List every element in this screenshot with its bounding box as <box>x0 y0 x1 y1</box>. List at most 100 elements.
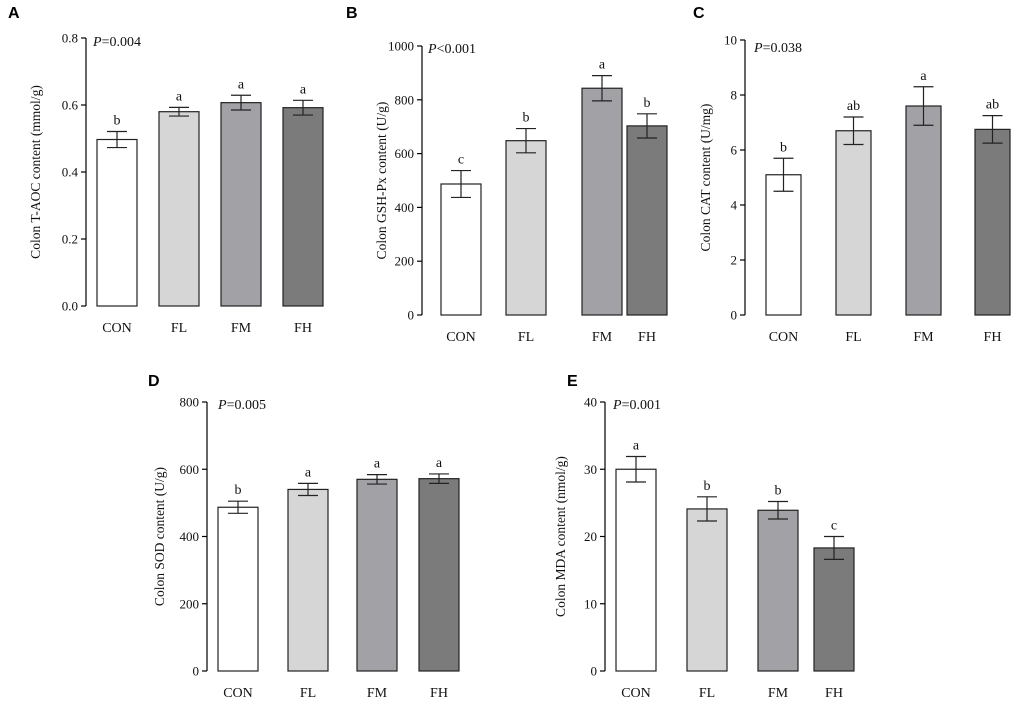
category-label: CON <box>102 321 132 336</box>
category-label: FH <box>638 330 656 345</box>
category-label: FM <box>913 330 934 345</box>
category-label: FM <box>231 321 252 336</box>
category-label: FH <box>984 330 1002 345</box>
p-value-label: P=0.038 <box>753 41 802 56</box>
panel-letter: E <box>567 373 578 390</box>
y-tick-label: 600 <box>180 462 200 477</box>
bar-fm <box>356 478 398 672</box>
bar-fh <box>282 107 324 307</box>
significance-letter: b <box>644 96 651 111</box>
y-tick-label: 0.4 <box>62 165 79 180</box>
y-axis-label: Colon GSH-Px content (U/g) <box>374 102 389 260</box>
p-value-label: P<0.001 <box>427 42 476 57</box>
y-tick-label: 20 <box>584 529 597 544</box>
y-tick-label: 200 <box>180 596 200 611</box>
significance-letter: b <box>704 479 711 494</box>
significance-letter: a <box>920 69 927 84</box>
category-label: CON <box>223 686 253 701</box>
bar-fm <box>757 509 799 672</box>
y-axis-label: Colon SOD content (U/g) <box>152 467 167 606</box>
panel-C: C 0 2 4 6 8 10 Colon CAT content (U/mg) P=0.038 b… <box>693 5 1011 345</box>
bar-fl <box>505 140 547 316</box>
significance-letter: ab <box>847 99 860 114</box>
bar-fh <box>974 128 1011 316</box>
y-tick-label: 10 <box>724 33 737 48</box>
p-symbol: P <box>427 42 437 57</box>
bar-con <box>96 138 138 307</box>
category-label: FM <box>592 330 613 345</box>
category-label: FM <box>768 686 789 701</box>
category-label: FH <box>825 686 843 701</box>
y-tick-label: 4 <box>731 198 738 213</box>
y-axis-label: Colon MDA content (nmol/g) <box>553 456 568 617</box>
p-value: <0.001 <box>437 42 476 57</box>
y-tick-label: 400 <box>395 200 415 215</box>
p-value: =0.038 <box>763 41 802 56</box>
p-value: =0.004 <box>102 35 141 50</box>
y-tick-label: 2 <box>731 253 738 268</box>
panel-D: D 0 200 400 600 800 Colon SOD content (U/g) P=0… <box>148 373 460 701</box>
y-tick-label: 10 <box>584 596 597 611</box>
category-label: FH <box>430 686 448 701</box>
y-tick-label: 0 <box>408 308 415 323</box>
significance-letter: a <box>305 465 312 480</box>
category-label: FM <box>367 686 388 701</box>
significance-letter: c <box>831 519 837 534</box>
category-label: FL <box>845 330 861 345</box>
y-tick-label: 800 <box>180 395 200 410</box>
bar-fm <box>905 105 942 316</box>
significance-letter: a <box>633 438 640 453</box>
significance-letter: a <box>300 82 307 97</box>
y-tick-label: 30 <box>584 462 597 477</box>
category-label: FL <box>518 330 534 345</box>
category-label: FL <box>300 686 316 701</box>
p-value: =0.005 <box>227 398 266 413</box>
y-tick-label: 0.0 <box>62 299 78 314</box>
y-tick-label: 0 <box>591 664 598 679</box>
y-tick-label: 6 <box>731 143 738 158</box>
panel-B: B 0 200 400 600 800 1000 Colon GSH-Px content (… <box>346 5 668 345</box>
p-symbol: P <box>612 398 622 413</box>
bar-fl <box>835 130 872 316</box>
panel-letter: A <box>8 5 20 22</box>
category-label: FH <box>294 321 312 336</box>
category-label: CON <box>769 330 799 345</box>
p-symbol: P <box>92 35 102 50</box>
bar-con <box>615 468 657 672</box>
bar-con <box>217 506 259 672</box>
panel-E: E 0 10 20 30 40 Colon MDA content (nmol/g) P=0.… <box>553 373 855 701</box>
significance-letter: ab <box>986 98 999 113</box>
bar-fm <box>220 102 262 307</box>
bar-con <box>440 183 482 316</box>
y-axis-label: Colon T-AOC content (mmol/g) <box>28 85 43 259</box>
bar-con <box>765 174 802 316</box>
y-tick-label: 0 <box>193 664 200 679</box>
significance-letter: b <box>235 483 242 498</box>
bar-fm <box>581 87 623 316</box>
bar-fl <box>287 488 329 672</box>
significance-letter: a <box>374 457 381 472</box>
y-tick-label: 0.8 <box>62 31 78 46</box>
significance-letter: a <box>238 77 245 92</box>
significance-letter: a <box>176 89 183 104</box>
p-value: =0.001 <box>622 398 661 413</box>
bar-fh <box>418 478 460 672</box>
significance-letter: a <box>599 58 606 73</box>
bar-fl <box>686 508 728 672</box>
panel-letter: B <box>346 5 358 22</box>
p-symbol: P <box>753 41 763 56</box>
y-tick-label: 0.2 <box>62 232 78 247</box>
p-value-label: P=0.001 <box>612 398 661 413</box>
y-tick-label: 400 <box>180 529 200 544</box>
y-tick-label: 200 <box>395 254 415 269</box>
panel-A: A 0.0 0.2 0.4 0.6 0.8 Colon T-AOC content (mmo… <box>8 5 324 336</box>
y-axis-label: Colon CAT content (U/mg) <box>698 104 713 252</box>
p-value-label: P=0.004 <box>92 35 141 50</box>
bar-fl <box>158 111 200 307</box>
category-label: CON <box>446 330 476 345</box>
y-tick-label: 0.6 <box>62 98 79 113</box>
significance-letter: b <box>114 113 121 128</box>
y-tick-label: 600 <box>395 146 415 161</box>
panel-letter: C <box>693 5 705 22</box>
